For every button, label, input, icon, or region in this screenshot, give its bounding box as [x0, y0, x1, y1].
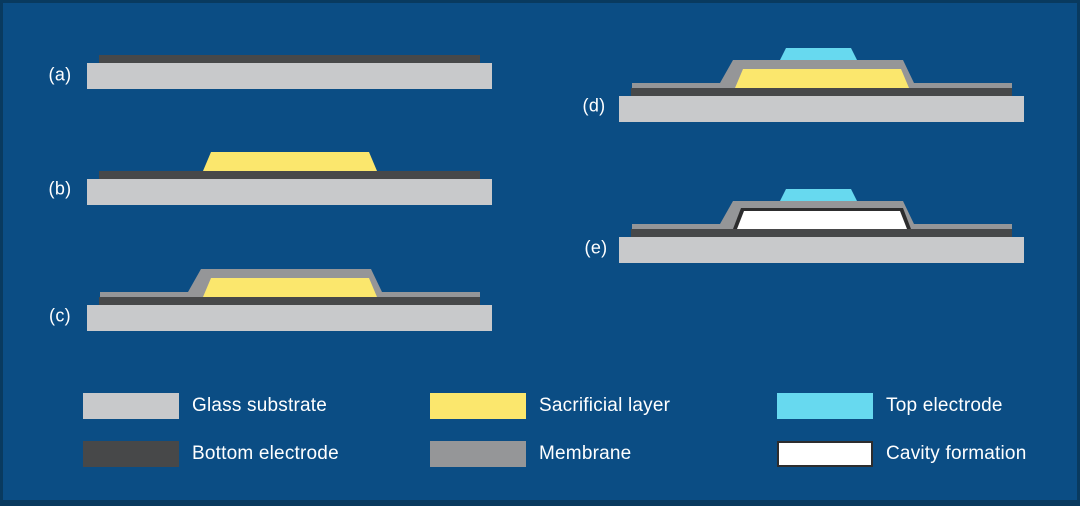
- bottom-electrode-shape: [631, 88, 1012, 96]
- cavity-formation-swatch-fill: [777, 441, 873, 467]
- glass-substrate-shape: [87, 63, 492, 89]
- legend-label: Membrane: [539, 443, 632, 464]
- legend-item-bottom-electrode: Bottom electrode: [83, 441, 339, 467]
- sacrificial-layer-swatch: [430, 393, 526, 419]
- legend-item-top-electrode: Top electrode: [777, 393, 1003, 419]
- panel-a-label: (a): [48, 64, 72, 85]
- glass-substrate-shape: [619, 96, 1024, 122]
- bottom-electrode-shape: [99, 171, 480, 179]
- panel-d-drawing: [619, 48, 1024, 122]
- glass-substrate-swatch-fill: [83, 393, 179, 419]
- bottom-electrode-swatch: [83, 441, 179, 467]
- sacrificial-layer-swatch-fill: [430, 393, 526, 419]
- legend-item-cavity-formation: Cavity formation: [777, 441, 1026, 467]
- legend-label: Glass substrate: [192, 395, 327, 416]
- panel-e-drawing: [619, 189, 1024, 263]
- sacrificial-layer-shape: [735, 69, 909, 88]
- legend-item-sacrificial-layer: Sacrificial layer: [430, 393, 670, 419]
- bottom-electrode-shape: [99, 55, 480, 63]
- bottom-electrode-swatch-fill: [83, 441, 179, 467]
- panel-c-label: (c): [49, 305, 71, 326]
- panel-a-drawing: [87, 55, 492, 89]
- panel-c-drawing: [87, 269, 492, 331]
- legend-item-membrane: Membrane: [430, 441, 631, 467]
- top-electrode-shape: [780, 189, 857, 201]
- bottom-electrode-shape: [631, 229, 1012, 237]
- cavity-formation-swatch: [777, 441, 873, 467]
- panel-d-label: (d): [582, 95, 606, 116]
- legend-label: Sacrificial layer: [539, 395, 671, 416]
- top-electrode-shape: [780, 48, 857, 60]
- cavity-shape: [737, 211, 907, 229]
- sacrificial-layer-shape: [203, 278, 377, 297]
- bottom-electrode-shape: [99, 297, 480, 305]
- sacrificial-layer-shape: [203, 152, 377, 171]
- glass-substrate-swatch: [83, 393, 179, 419]
- panel-b-label: (b): [48, 178, 72, 199]
- top-electrode-swatch-fill: [777, 393, 873, 419]
- glass-substrate-shape: [87, 305, 492, 331]
- panel-b-drawing: [87, 152, 492, 205]
- glass-substrate-shape: [619, 237, 1024, 263]
- glass-substrate-shape: [87, 179, 492, 205]
- legend-label: Cavity formation: [886, 443, 1027, 464]
- legend-label: Top electrode: [886, 395, 1003, 416]
- legend-label: Bottom electrode: [192, 443, 339, 464]
- legend-item-glass-substrate: Glass substrate: [83, 393, 327, 419]
- panel-e-label: (e): [584, 237, 608, 258]
- membrane-swatch-fill: [430, 441, 526, 467]
- membrane-swatch: [430, 441, 526, 467]
- top-electrode-swatch: [777, 393, 873, 419]
